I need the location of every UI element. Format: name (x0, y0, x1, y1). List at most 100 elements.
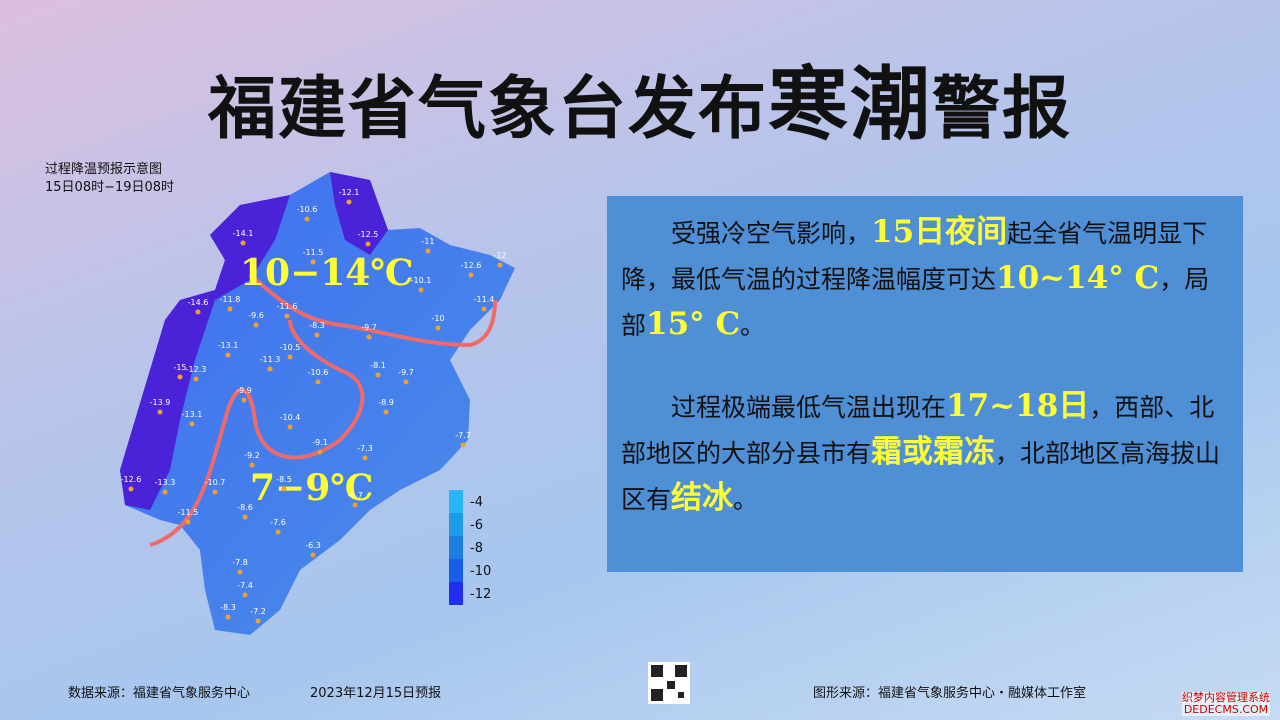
station-dot (255, 618, 261, 624)
map-header: 过程降温预报示意图 15日08时−19日08时 (45, 161, 174, 197)
station-value: -7.3 (357, 444, 373, 453)
station-value: -10.6 (308, 368, 329, 377)
station-dot (189, 421, 195, 427)
station-value: -11.8 (220, 295, 241, 304)
station-dot (225, 614, 231, 620)
station-value: -7.4 (237, 581, 253, 590)
station-value: -6.3 (305, 541, 321, 550)
cold-region (120, 195, 290, 510)
station-dot (157, 409, 163, 415)
station-dot (366, 334, 372, 340)
station-value: -8.9 (378, 398, 394, 407)
cold-region (330, 172, 388, 255)
station-dot (287, 424, 293, 430)
station-value: -13.9 (150, 398, 171, 407)
station-value: -9.1 (312, 438, 328, 447)
station-value: -7.2 (250, 607, 266, 616)
station-value: -13.3 (155, 478, 176, 487)
station-value: -11.3 (260, 355, 281, 364)
footer-source: 数据来源：福建省气象服务中心 (68, 686, 251, 701)
station-value: -10.5 (280, 343, 301, 352)
station-value: -9.2 (244, 451, 260, 460)
text-segment: 15° C (646, 306, 741, 342)
station-dot (237, 569, 243, 575)
station-dot (281, 486, 287, 492)
footer-date: 2023年12月15日预报 (310, 686, 442, 701)
station-value: -11.5 (178, 508, 199, 517)
station-value: -11.4 (474, 295, 495, 304)
station-value: -9.7 (398, 368, 414, 377)
legend-label: -6 (470, 518, 483, 533)
text-segment: 起全省气温明显下降，最低气温的过程降温幅度可达 (621, 219, 1208, 294)
legend: -4 -6 -8 -10 -12 (449, 490, 491, 605)
station-value: -11.5 (303, 248, 324, 257)
text-segment: ，北部地区高海拔山区有 (621, 439, 1221, 514)
station-value: -8.6 (237, 503, 253, 512)
station-value: -10.6 (297, 205, 318, 214)
station-dot (418, 287, 424, 293)
legend-swatch (449, 536, 463, 559)
text-segment: 15日夜间 (871, 214, 1008, 250)
station-value: -13.1 (218, 341, 239, 350)
text-segment: ，西部、北部地区的大部分县市有 (621, 393, 1215, 468)
station-dot (468, 272, 474, 278)
text-segment: 过程极端最低气温出现在 (671, 393, 947, 422)
station-value: -11.6 (277, 302, 298, 311)
station-dot (383, 409, 389, 415)
map-period: 15日08时−19日08时 (45, 180, 175, 195)
title-segment: 寒潮 (768, 57, 932, 151)
station-value: -7.8 (232, 558, 248, 567)
station-dot (212, 489, 218, 495)
title-segment: 福建省气象台发布 (207, 69, 768, 149)
station-dot (242, 514, 248, 520)
station-value: -8.1 (370, 361, 386, 370)
watermark-text: DEDECMS.COM (1183, 703, 1269, 716)
station-value: -9.9 (236, 386, 252, 395)
station-dot (375, 372, 381, 378)
station-dot (314, 332, 320, 338)
title: 福建省气象台发布寒潮警报 (0, 40, 1280, 156)
station-dot (346, 199, 352, 205)
station-dot (225, 352, 231, 358)
station-value: -7.7 (455, 431, 471, 440)
station-dot (435, 325, 441, 331)
station-dot (195, 309, 201, 315)
station-dot (128, 486, 134, 492)
qr-code (648, 662, 690, 704)
station-value: -10.4 (280, 413, 301, 422)
station-value: -12.1 (339, 188, 360, 197)
title-segment: 警报 (932, 69, 1073, 149)
station-value: -15 (173, 363, 186, 372)
station-dot (253, 322, 259, 328)
station-dot (315, 379, 321, 385)
station-value: -10.1 (411, 276, 432, 285)
station-dot (403, 379, 409, 385)
watermark-text: 织梦内容管理系统 (1182, 691, 1270, 704)
station-value: -12.5 (358, 230, 379, 239)
text-segment: 受强冷空气影响， (671, 219, 872, 248)
station-dot (460, 442, 466, 448)
station-value: -12.6 (461, 261, 482, 270)
station-value: -8.3 (220, 603, 236, 612)
boundary-line (248, 273, 497, 348)
station-value: -12.3 (186, 365, 207, 374)
station-value: -12.6 (121, 475, 142, 484)
map-title: 过程降温预报示意图 (45, 162, 163, 177)
station-dot (193, 376, 199, 382)
zone-label: 10−14℃ (240, 252, 414, 294)
zone-label: 7−9℃ (250, 467, 373, 509)
station-value: -14.1 (233, 229, 254, 238)
station-value: -11 (421, 237, 434, 246)
text-segment: 霜或霜冻 (871, 434, 996, 470)
station-dot (304, 216, 310, 222)
station-value: -10 (431, 314, 444, 323)
station-value: -9.7 (361, 323, 377, 332)
station-dot (249, 462, 255, 468)
station-dot (241, 397, 247, 403)
text-segment: 。 (733, 485, 759, 514)
station-value: -8.5 (276, 475, 292, 484)
text-segment: 10~14° C (996, 260, 1160, 296)
station-dot (497, 262, 503, 268)
boundary-line (149, 319, 365, 547)
